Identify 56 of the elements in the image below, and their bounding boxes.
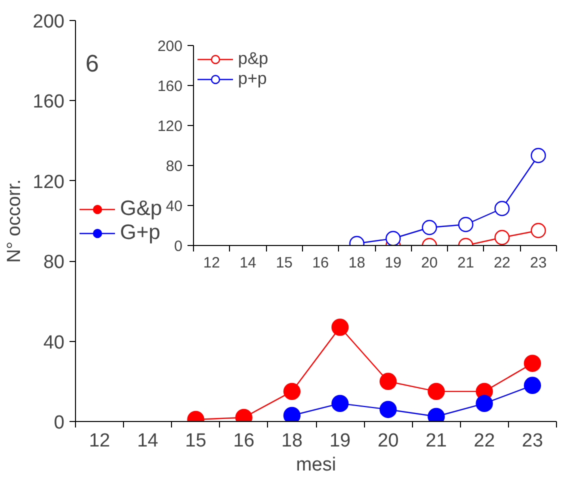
x-axis-title: mesi [296, 454, 336, 476]
x-tick-label: 20 [378, 430, 399, 452]
point [530, 148, 546, 164]
y-tick-label: 200 [157, 38, 183, 55]
point [386, 230, 401, 246]
point [458, 216, 474, 232]
y-tick-label: 0 [174, 238, 182, 255]
y-tick-label: 120 [157, 118, 183, 135]
point [380, 400, 397, 418]
point [476, 394, 493, 412]
y-tick-label: 40 [43, 332, 65, 354]
y-tick-label: 80 [166, 158, 183, 175]
x-tick-label: 22 [474, 430, 495, 452]
point [524, 354, 542, 372]
x-tick-label: 18 [281, 430, 303, 452]
x-tick-label: 19 [384, 254, 402, 272]
point [494, 230, 510, 246]
y-tick-label: 160 [32, 92, 64, 113]
x-tick-label: 21 [457, 254, 474, 272]
point [530, 222, 546, 238]
y-tick-label: 200 [32, 12, 64, 32]
legend-label: G+p [120, 220, 160, 244]
x-tick-label: 15 [276, 254, 293, 272]
legend-label: p&p [238, 49, 268, 69]
point [494, 200, 510, 216]
x-tick-label: 18 [348, 254, 366, 272]
point [524, 376, 542, 394]
point [422, 220, 438, 236]
x-tick-label: 14 [240, 254, 256, 272]
y-tick-label: 40 [166, 198, 183, 215]
x-tick-label: 12 [88, 430, 110, 452]
point [331, 394, 349, 412]
y-tick-label: 120 [32, 172, 64, 193]
annotation: 6 [86, 50, 99, 78]
x-tick-label: 16 [312, 254, 329, 272]
x-tick-label: 14 [137, 430, 159, 452]
y-tick-label: 0 [54, 412, 65, 434]
y-tick-label: 80 [43, 252, 65, 274]
point [283, 382, 301, 400]
x-tick-label: 21 [426, 430, 447, 452]
x-tick-label: 12 [203, 254, 220, 272]
point [331, 318, 349, 336]
x-tick-label: 15 [185, 430, 206, 452]
x-tick-label: 22 [494, 254, 510, 272]
x-tick-label: 23 [522, 430, 544, 452]
legend-label: G&p [120, 196, 162, 220]
point [380, 372, 397, 390]
point [283, 406, 301, 422]
point [428, 382, 445, 400]
y-axis-title: N° occorr. [4, 179, 25, 263]
legend-label: p+p [238, 69, 267, 89]
x-tick-label: 19 [329, 430, 351, 452]
y-tick-label: 160 [157, 78, 183, 95]
x-tick-label: 20 [421, 254, 438, 272]
x-tick-label: 23 [530, 254, 547, 272]
x-tick-label: 16 [233, 430, 254, 452]
